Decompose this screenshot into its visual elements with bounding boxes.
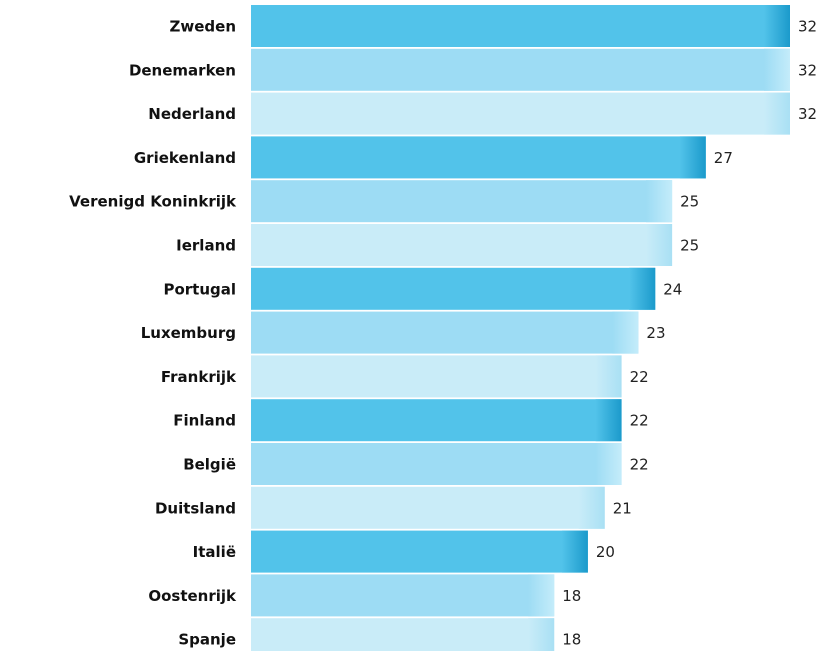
bar-shade (528, 574, 555, 617)
bar (251, 530, 588, 573)
value-label: 21 (613, 499, 632, 517)
bar (251, 443, 622, 485)
value-label: 23 (646, 324, 665, 342)
bar-shade (646, 180, 673, 223)
bar (251, 224, 673, 266)
value-label: 20 (596, 543, 615, 561)
bar (251, 136, 706, 179)
bar-shade (528, 618, 555, 655)
category-label: Portugal (163, 280, 236, 298)
value-label: 25 (680, 237, 699, 255)
bar (251, 92, 790, 135)
category-label: Duitsland (155, 499, 236, 517)
bar (251, 574, 555, 617)
value-label: 24 (663, 280, 682, 298)
category-label: Nederland (148, 105, 236, 123)
bar-shade (629, 267, 656, 310)
category-label: Griekenland (134, 149, 236, 167)
category-label: Italië (193, 543, 236, 561)
value-label: 32 (798, 105, 817, 123)
bar-shade (764, 48, 790, 91)
category-label: België (183, 456, 236, 474)
value-label: 22 (630, 368, 649, 386)
category-label: Ierland (176, 237, 236, 255)
value-label: 18 (562, 587, 581, 605)
bar-shade (764, 5, 790, 47)
bar-shade (679, 136, 706, 179)
bar-shade (561, 530, 588, 573)
category-label: Denemarken (129, 61, 236, 79)
bar (251, 618, 555, 655)
bar-shade (764, 92, 790, 135)
bar (251, 48, 790, 91)
bar (251, 399, 622, 442)
value-label: 22 (630, 456, 649, 474)
bar-shade (595, 399, 622, 442)
bar-shade (595, 443, 622, 485)
bar (251, 486, 605, 529)
category-label: Spanje (178, 631, 236, 649)
bar (251, 5, 790, 47)
bar-shade (595, 355, 622, 398)
category-label: Finland (173, 412, 236, 430)
value-label: 18 (562, 631, 581, 649)
value-label: 22 (630, 412, 649, 430)
bar (251, 180, 673, 223)
bar (251, 267, 656, 310)
bar-shade (578, 486, 605, 529)
value-label: 27 (714, 149, 733, 167)
category-label: Oostenrijk (148, 587, 237, 605)
category-label: Verenigd Koninkrijk (69, 193, 237, 211)
value-label: 32 (798, 61, 817, 79)
bar-shade (646, 224, 673, 266)
bar (251, 311, 639, 354)
value-label: 32 (798, 18, 817, 36)
bar (251, 355, 622, 398)
category-label: Frankrijk (161, 368, 237, 386)
value-label: 25 (680, 193, 699, 211)
bar-shade (612, 311, 639, 354)
category-label: Luxemburg (141, 324, 236, 342)
category-label: Zweden (170, 18, 237, 36)
